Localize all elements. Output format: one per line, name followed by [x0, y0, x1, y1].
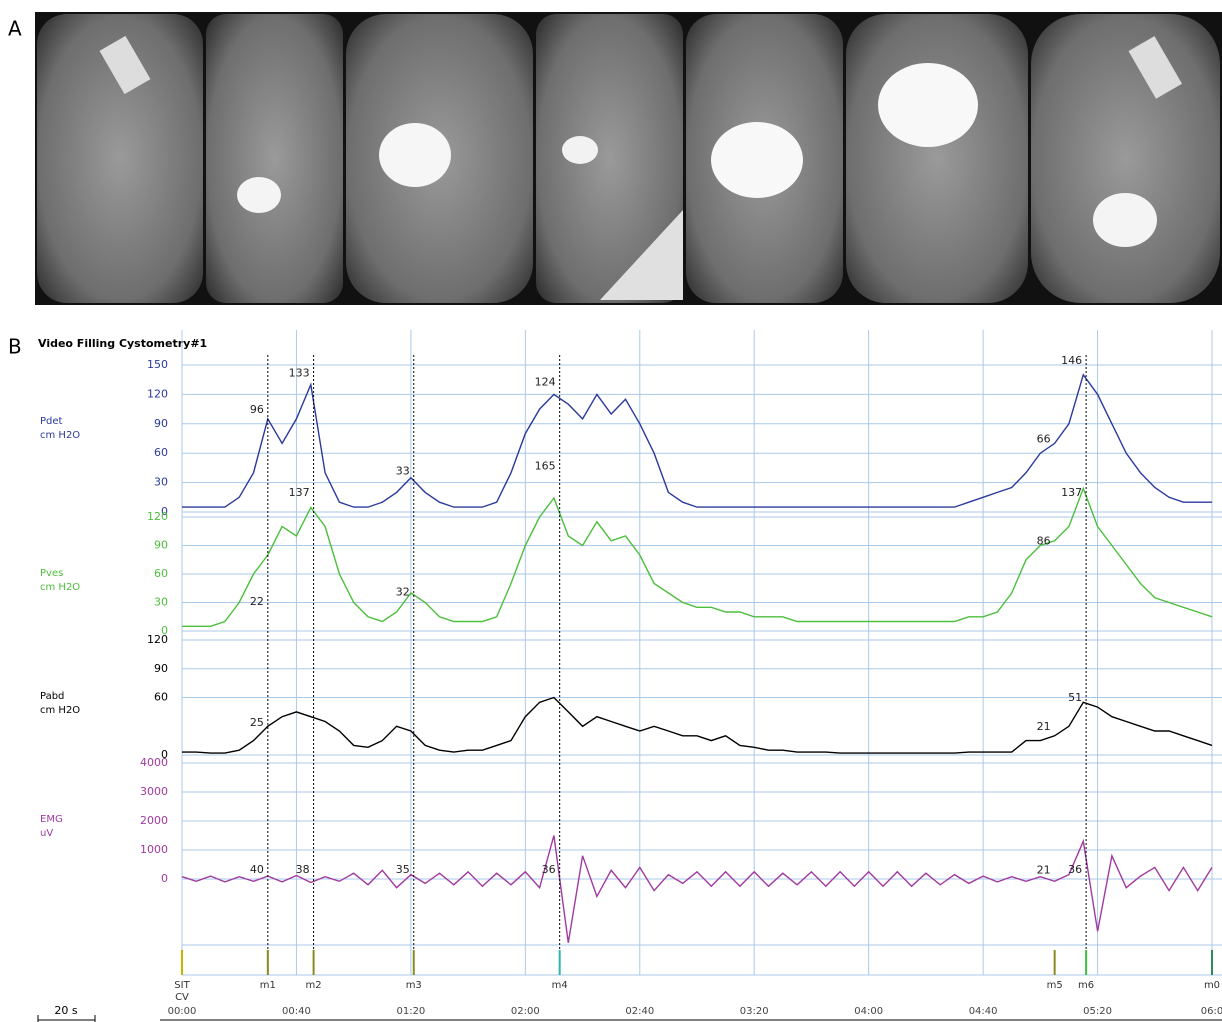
y-tick-label: 90: [154, 662, 168, 675]
marker-label: m4: [552, 980, 568, 991]
x-tick-label: 04:40: [969, 1006, 998, 1017]
channel-unit: uV: [40, 828, 53, 839]
y-tick-label: 3000: [140, 785, 168, 798]
marker-label: m6: [1078, 980, 1094, 991]
annotation: 146: [1061, 354, 1082, 367]
y-tick-label: 120: [147, 510, 168, 523]
trace: [181, 835, 1213, 943]
x-tick-label: 06:0: [1201, 1006, 1222, 1017]
marker-label: m3: [406, 980, 422, 991]
channel-unit: cm H2O: [40, 430, 80, 441]
y-tick-label: 2000: [140, 814, 168, 827]
trace: [182, 373, 1212, 508]
channel-label: Pabd: [40, 691, 64, 702]
annotation: 38: [296, 863, 310, 876]
panel-label: A: [8, 17, 22, 41]
channel-unit: cm H2O: [40, 705, 80, 716]
x-tick-label: 02:40: [625, 1006, 654, 1017]
annotation: 21: [1037, 863, 1051, 876]
y-tick-label: 60: [154, 691, 168, 704]
annotation: 35: [396, 863, 410, 876]
marker-sublabel: CV: [175, 992, 189, 1003]
y-tick-label: 0: [161, 748, 168, 761]
y-tick-label: 0: [161, 872, 168, 885]
marker-label: m5: [1047, 980, 1063, 991]
annotation: 96: [250, 403, 264, 416]
y-tick-label: 1000: [140, 843, 168, 856]
x-tick-label: 02:00: [511, 1006, 540, 1017]
x-tick-label: 03:20: [740, 1006, 769, 1017]
annotation: 124: [535, 375, 556, 388]
y-tick-label: 90: [154, 417, 168, 430]
marker-label: m0: [1204, 980, 1220, 991]
annotation: 22: [250, 595, 264, 608]
chart-title: Video Filling Cystometry#1: [38, 337, 207, 350]
annotation: 40: [250, 863, 264, 876]
xray-strip: [35, 12, 1222, 305]
annotation: 66: [1037, 432, 1051, 445]
y-tick-label: 4000: [140, 756, 168, 769]
annotation: 137: [289, 486, 310, 499]
scale-bar-label: 20 s: [54, 1004, 77, 1017]
channel-label: Pdet: [40, 416, 63, 427]
annotation: 86: [1037, 534, 1051, 547]
y-tick-label: 30: [154, 596, 168, 609]
annotation: 36: [542, 863, 556, 876]
annotation: 21: [1037, 720, 1051, 733]
x-tick-label: 00:40: [282, 1006, 311, 1017]
channel-unit: cm H2O: [40, 582, 80, 593]
y-tick-label: 60: [154, 446, 168, 459]
trace: [182, 696, 1213, 754]
x-tick-label: 00:00: [168, 1006, 197, 1017]
annotation: 32: [396, 586, 410, 599]
y-tick-label: 0: [161, 505, 168, 518]
annotation: 133: [289, 367, 310, 380]
y-tick-label: 150: [147, 358, 168, 371]
x-tick-label: 01:20: [396, 1006, 425, 1017]
annotation: 137: [1061, 486, 1082, 499]
panel-label: B: [8, 335, 22, 359]
annotation: 25: [250, 716, 264, 729]
annotation: 33: [396, 465, 410, 478]
marker-label: m2: [306, 980, 322, 991]
x-tick-label: 04:00: [854, 1006, 883, 1017]
annotation: 165: [535, 459, 556, 472]
y-tick-label: 60: [154, 567, 168, 580]
x-tick-label: 05:20: [1083, 1006, 1112, 1017]
y-tick-label: 120: [147, 387, 168, 400]
marker-label: SIT: [174, 980, 190, 991]
y-tick-label: 0: [161, 624, 168, 637]
annotation: 36: [1068, 863, 1082, 876]
channel-label: EMG: [40, 814, 63, 825]
y-tick-label: 120: [147, 633, 168, 646]
trace: [182, 486, 1213, 627]
channel-label: Pves: [40, 568, 63, 579]
y-tick-label: 30: [154, 476, 168, 489]
annotation: 51: [1068, 691, 1082, 704]
marker-label: m1: [260, 980, 276, 991]
y-tick-label: 90: [154, 539, 168, 552]
